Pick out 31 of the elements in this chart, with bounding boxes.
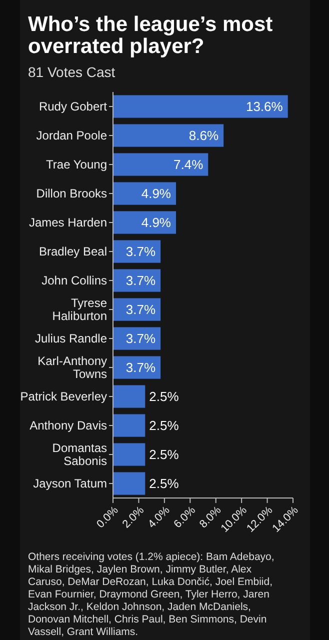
data-label: 2.5% bbox=[149, 476, 180, 492]
data-label: 8.6% bbox=[188, 128, 220, 144]
chart-subtitle: 81 Votes Cast bbox=[28, 64, 116, 80]
data-label: 3.7% bbox=[126, 244, 156, 260]
y-tick-label: James Harden bbox=[28, 216, 107, 230]
data-label: 2.5% bbox=[149, 418, 180, 434]
y-tick-label: Trae Young bbox=[46, 158, 107, 172]
chart-title: Who’s the league’s most overrated player? bbox=[28, 13, 273, 58]
data-label: 3.7% bbox=[126, 331, 156, 346]
data-label: 4.9% bbox=[141, 186, 172, 202]
data-label: 2.5% bbox=[149, 389, 180, 404]
y-tick-label: Karl-Anthony Towns bbox=[38, 354, 107, 382]
y-tick-label: Domantas Sabonis bbox=[52, 441, 107, 468]
y-tick-label: Dillon Brooks bbox=[36, 186, 107, 201]
y-tick-label: Jayson Tatum bbox=[33, 476, 107, 491]
y-tick-label: Julius Randle bbox=[34, 332, 108, 346]
y-tick-label: Bradley Beal bbox=[38, 244, 107, 259]
data-label: 3.7% bbox=[126, 360, 156, 376]
y-tick-label: Rudy Gobert bbox=[38, 100, 108, 114]
data-label: 3.7% bbox=[126, 273, 156, 288]
data-label: 3.7% bbox=[126, 302, 156, 318]
text: Others receiving votes (1.2% apiece): Bam Adebayo, Mikal Bridges, Jaylen Brown, Jimmy Butler, Alex Caruso, DeMar DeRozan, Luka Dončić, Joel Embiid, Evan Fournier, Draymond Green, Tyler Herro, Jaren Jackson Jr., Keldon Johnson, Jaden McDaniels, Donovan Mitchell, Chris Paul, Ben Simmons, Devin Vassell, Grant Williams. bbox=[28, 551, 274, 638]
y-tick-label: Patrick Beverley bbox=[20, 390, 107, 404]
y-tick-label: Anthony Davis bbox=[30, 418, 107, 433]
data-label: 4.9% bbox=[141, 215, 172, 230]
y-tick-label: Tyrese Haliburton bbox=[52, 296, 108, 324]
data-label: 13.6% bbox=[246, 99, 284, 114]
y-tick-label: John Collins bbox=[42, 274, 107, 288]
data-label: 2.5% bbox=[149, 447, 180, 462]
data-label: 7.4% bbox=[174, 157, 204, 172]
y-tick-label: Jordan Poole bbox=[36, 128, 108, 143]
